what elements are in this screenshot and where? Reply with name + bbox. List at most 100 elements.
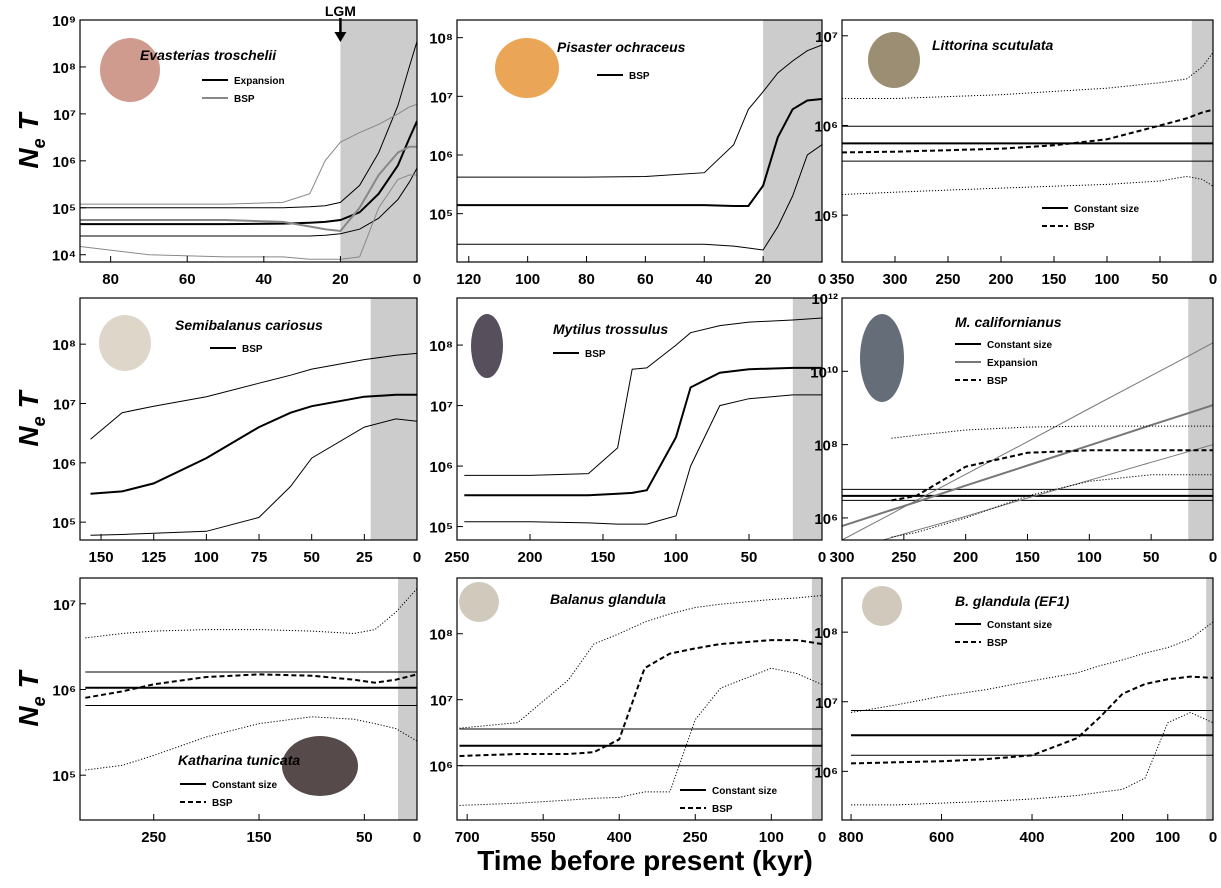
species-photo [100,38,160,102]
species-photo [471,314,503,378]
y-tick-label: 10⁶ [429,148,453,165]
legend-label: Constant size [712,786,777,797]
panel: BSP 120 100 80 60 40 20 0 10⁵ 10⁶ 10⁷ 10⁸ Pisaster o… [429,19,826,288]
y-tick-label: 10⁵ [429,520,453,537]
y-tick-label: 10⁶ [814,764,838,781]
y-tick-label: 10⁶ [429,759,453,776]
x-tick-label: 250 [891,549,916,566]
series-line [464,366,822,497]
panel: Constant size BSP 800 600 400 200 100 0 10⁶ 10⁷ 10… [814,577,1217,846]
panel: Constant size BSP 250 150 50 0 10⁵ 10⁶ 10⁷ Kathar… [52,577,421,846]
x-tick-label: 250 [683,829,708,846]
legend-label: Expansion [987,358,1038,369]
legend-label: BSP [234,94,255,105]
y-tick-label: 10⁸ [52,60,76,77]
series-lines [842,52,1213,195]
shaded-period [1191,20,1213,262]
x-tick-label: 0 [413,271,421,288]
x-tick-label: 125 [141,549,166,566]
panel-title: Pisaster ochraceus [557,39,686,55]
series-line [842,404,1213,528]
x-tick-label: 0 [818,549,826,566]
panel-title: Semibalanus cariosus [175,317,323,333]
y-tick-label: 10¹² [811,291,838,308]
x-tick-label: 0 [818,271,826,288]
series-line [891,449,1213,502]
panel-title: Mytilus trossulus [553,321,668,337]
series-bound [457,144,822,251]
series-bound [90,352,417,440]
series-lines [85,588,417,771]
y-label-symbol: N [13,148,44,169]
series-line [459,639,822,757]
panel: BSP 150 125 100 75 50 25 0 10⁵ 10⁶ 10⁷ 10⁸ Semibalan… [52,297,421,566]
y-tick-label: 10⁶ [429,459,453,476]
y-tick-label: 10⁵ [429,207,453,224]
species-photo [862,586,902,626]
x-tick-label: 120 [456,271,481,288]
y-label-space [13,689,44,697]
x-tick-label: 20 [755,271,772,288]
series-bound [80,103,417,205]
x-tick-label: 250 [141,829,166,846]
x-tick-label: 0 [1209,271,1217,288]
y-label-symbol: N [13,426,44,447]
x-tick-label: 600 [929,829,954,846]
legend-label: BSP [242,344,263,355]
x-tick-label: 150 [247,829,272,846]
x-tick-label: 800 [839,829,864,846]
series-line [457,98,822,207]
x-tick-label: 150 [1015,549,1040,566]
y-tick-label: 10¹⁰ [810,364,838,381]
x-tick-label: 200 [517,549,542,566]
x-tick-label: 100 [515,271,540,288]
x-tick-label: 20 [332,271,349,288]
panel-title: Balanus glandula [550,591,666,607]
x-tick-label: 200 [1110,829,1135,846]
legend-label: Constant size [212,780,277,791]
legend-label: BSP [987,376,1008,387]
shaded-period [1188,298,1213,540]
x-tick-label: 0 [413,829,421,846]
series-line [842,108,1213,154]
panel-title: Katharina tunicata [178,752,300,768]
y-tick-label: 10⁵ [52,768,76,785]
series-bound [85,588,417,639]
x-tick-label: 100 [1155,829,1180,846]
x-tick-label: 250 [444,549,469,566]
panel: Constant size BSP 350 300 250 200 150 100 50 0 10⁵… [814,19,1217,288]
series-bound [80,41,417,209]
series-line [850,675,1213,765]
x-tick-label: 150 [89,549,114,566]
y-label-suffix: T [13,389,44,409]
y-tick-label: 10⁸ [814,438,838,455]
y-tick-label: 10⁵ [52,515,76,532]
x-tick-label: 200 [988,271,1013,288]
legend-label: BSP [629,71,650,82]
shaded-period [792,298,822,540]
x-tick-label: 50 [1143,549,1160,566]
x-tick-label: 700 [455,829,480,846]
y-label-symbol: N [13,706,44,727]
x-tick-label: 100 [759,829,784,846]
species-photo [99,315,151,371]
series-bound [457,44,822,178]
legend-label: BSP [585,349,606,360]
panel-title: Littorina scutulata [932,37,1054,53]
series-bound [459,667,822,806]
x-tick-label: 40 [696,271,713,288]
y-tick-label: 10⁶ [52,682,76,699]
y-tick-label: 10⁴ [52,248,76,265]
species-photo [868,32,920,88]
x-tick-label: 550 [531,829,556,846]
y-label-suffix: T [13,669,44,689]
y-tick-label: 10⁷ [430,89,453,106]
series-lines [850,621,1213,806]
y-axis-label: Ne T [13,111,49,169]
y-tick-label: 10⁸ [429,338,453,355]
plot-frame [79,297,418,541]
species-photo [495,38,559,98]
x-tick-label: 150 [1041,271,1066,288]
series-bound [891,474,1213,538]
